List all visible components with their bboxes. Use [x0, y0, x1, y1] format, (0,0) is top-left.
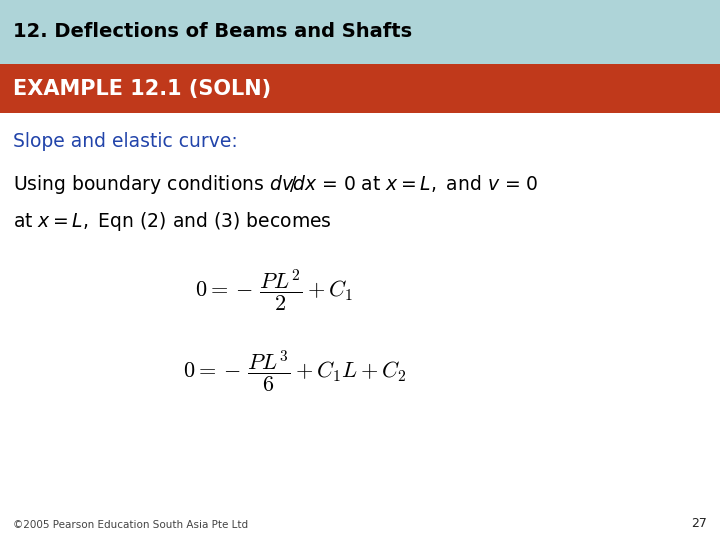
Bar — [0, 64, 720, 113]
Text: Using boundary conditions $dv\!/\!dx$ = 0 at $x = L,$ and $v$ = 0: Using boundary conditions $dv\!/\!dx$ = … — [13, 173, 539, 196]
Text: $0 = -\,\dfrac{PL^3}{6} + C_1 L + C_2$: $0 = -\,\dfrac{PL^3}{6} + C_1 L + C_2$ — [184, 348, 407, 394]
Text: $0 = -\,\dfrac{PL^2}{2} + C_1$: $0 = -\,\dfrac{PL^2}{2} + C_1$ — [194, 267, 353, 313]
Text: ©2005 Pearson Education South Asia Pte Ltd: ©2005 Pearson Education South Asia Pte L… — [13, 520, 248, 530]
Text: Slope and elastic curve:: Slope and elastic curve: — [13, 132, 238, 151]
Text: at $x = L,$ Eqn (2) and (3) becomes: at $x = L,$ Eqn (2) and (3) becomes — [13, 210, 332, 233]
Bar — [0, 0, 720, 64]
Text: 12. Deflections of Beams and Shafts: 12. Deflections of Beams and Shafts — [13, 22, 412, 42]
Text: EXAMPLE 12.1 (SOLN): EXAMPLE 12.1 (SOLN) — [13, 78, 271, 99]
Text: 27: 27 — [691, 517, 707, 530]
